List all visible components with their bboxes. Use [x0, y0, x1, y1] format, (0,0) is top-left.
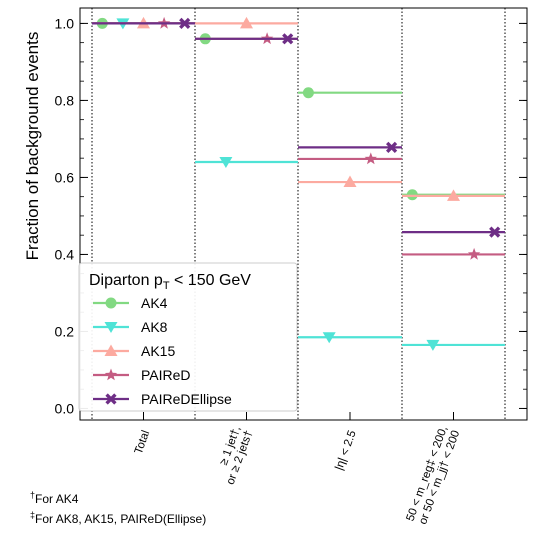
- point-paired-2: [364, 152, 377, 165]
- x-tick-label-0: Total: [133, 429, 153, 456]
- legend-entry-pairedellipse: PAIReDEllipse: [93, 391, 232, 407]
- legend-title: Diparton pT < 150 GeV: [89, 272, 251, 292]
- point-ak15-1: [240, 16, 253, 29]
- double-dagger-mark: ‡: [30, 510, 36, 520]
- x-tick-label-line: Total: [133, 429, 153, 456]
- y-tick-label-1: 0.2: [55, 323, 75, 339]
- y-tick-label-3: 0.6: [55, 169, 75, 185]
- point-ak4-3: [406, 189, 418, 201]
- point-pairedellipse-2: [386, 141, 398, 153]
- x-tick-label-1: ≥ 1 jet†,or ≥ 2 jets†: [218, 424, 255, 486]
- y-tick-label-0: 0.0: [55, 400, 75, 416]
- legend-label: AK4: [141, 295, 168, 311]
- point-pairedellipse-0: [179, 17, 191, 30]
- legend-marker-ak15: [104, 344, 118, 356]
- point-paired-3: [467, 247, 481, 260]
- x-tick-label-3: 50 < m_reg‡ < 200,or 50 < m_jj† < 200: [404, 424, 462, 526]
- series-pairedellipse: [92, 17, 505, 238]
- legend-entry-paired: PAIReD: [93, 367, 191, 383]
- legend-label: AK15: [141, 343, 175, 359]
- legend-entry-ak4: AK4: [93, 295, 168, 311]
- legend-marker-paired: [104, 368, 118, 381]
- point-ak15-3: [447, 189, 460, 201]
- footnote-others-text: For AK8, AK15, PAIReD(Ellipse): [35, 512, 207, 526]
- plot-frame: [79, 7, 528, 421]
- footnote-ak4-text: For AK4: [35, 492, 79, 506]
- legend-box: [78, 262, 298, 412]
- legend-marker-ak8: [104, 322, 118, 333]
- point-ak4-2: [302, 87, 314, 99]
- legend-label: PAIReDEllipse: [141, 391, 232, 407]
- y-tick-label-5: 1.0: [55, 15, 75, 31]
- legend-label: PAIReD: [141, 367, 191, 383]
- point-pairedellipse-3: [489, 226, 501, 238]
- footnote-ak4: †For AK4: [30, 490, 78, 506]
- legend-marker-pairedellipse: [105, 393, 117, 405]
- point-ak8-1: [219, 157, 233, 169]
- y-axis-label: Fraction of background events: [23, 32, 42, 261]
- point-ak8-3: [426, 339, 440, 351]
- x-tick-label-2: |η| < 2.5: [333, 429, 358, 472]
- point-pairedellipse-1: [282, 33, 294, 45]
- footnote-others: ‡For AK8, AK15, PAIReD(Ellipse): [30, 510, 206, 526]
- series-layer: [92, 16, 505, 351]
- y-tick-label-4: 0.8: [55, 92, 75, 108]
- y-tick-label-2: 0.4: [55, 246, 75, 262]
- point-ak8-2: [322, 332, 336, 344]
- legend-entry-ak8: AK8: [93, 319, 168, 335]
- legend-label: AK8: [141, 319, 168, 335]
- legend-marker-ak4: [105, 297, 117, 309]
- x-tick-label-line: |η| < 2.5: [333, 429, 358, 472]
- point-ak15-2: [343, 175, 357, 188]
- legend-entry-ak15: AK15: [93, 343, 175, 359]
- dagger-mark: †: [30, 490, 36, 500]
- legend: Diparton pT < 150 GeV AK4 AK8 AK15 PAIReD PAI…: [78, 262, 298, 412]
